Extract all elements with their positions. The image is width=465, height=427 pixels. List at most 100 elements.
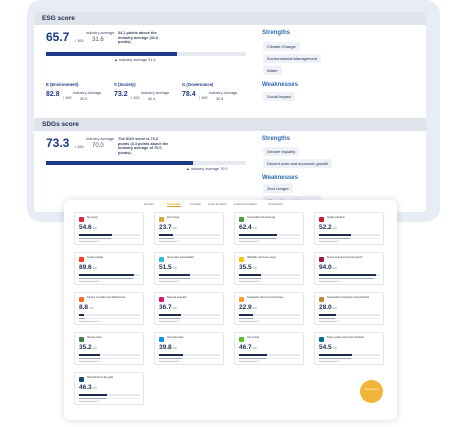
sdg-tile-avg: Industry average 50.1 <box>319 240 340 243</box>
dashboard-tabs: Summary Goal details Your Data Create Scena… <box>144 203 344 209</box>
sdg-tile[interactable]: Life below water 39.8 /100 Industry averag… <box>154 332 224 365</box>
sdg-tile[interactable]: Climate action 35.2 /100 Industry average … <box>74 332 144 365</box>
sdg-tile-name: Clean water and sanitation <box>167 257 195 259</box>
sdg-tile-name: Partnerships for the goals <box>87 377 114 379</box>
sdg-tile-avg-bar-fill <box>159 358 183 359</box>
sdg-tile-bar <box>159 354 220 356</box>
sdg-tile-score: 54.6 /100 <box>79 224 97 231</box>
sdg-tile[interactable]: Gender equality 89.6 /100 Industry average… <box>74 252 144 285</box>
sdg-tile-name: Quality education <box>327 217 345 219</box>
sdg-tile-bar <box>239 234 300 236</box>
sdg-tile-bar-fill <box>319 314 337 316</box>
sdg-tile-avg-bar <box>79 398 140 399</box>
sdg-tile-avg-bar-fill <box>319 318 336 319</box>
sdg-tile-avg-bar-fill <box>239 318 254 319</box>
sdg-tile-avg: Industry average 35.0 <box>159 320 180 323</box>
esg-sdgs-card: ESG score 65.7 / 100 Industry average 31… <box>34 12 426 212</box>
tab-find-solutions[interactable]: Find Solutions <box>268 203 284 206</box>
sdg-tile-bar <box>319 274 380 276</box>
esg-sub-label: E (Environment) <box>46 82 79 87</box>
sdg-tile-score-value: 28.0 <box>319 304 332 311</box>
sdg-tile-score-unit: /100 <box>88 308 94 310</box>
sdgs-avg-label: Industry average <box>86 137 115 141</box>
sdg-tile-bar <box>79 314 140 316</box>
sdg-tile[interactable]: Industry, innovation and infrastructure 8… <box>74 292 144 325</box>
sdg-tile-score-value: 8.8 <box>79 304 89 311</box>
esg-bar-avg-text: Industry average 31.6 <box>118 58 156 62</box>
sdg-tile[interactable]: Responsible consumption and production 28… <box>314 292 384 325</box>
sdg-tile[interactable]: Good health and well-being 62.4 /100 Indus… <box>234 212 304 245</box>
sdg-tile-score-unit: /100 <box>251 308 257 310</box>
sdg-tile-score-value: 46.7 <box>239 344 252 351</box>
esg-weaknesses-title: Weaknesses <box>262 82 298 88</box>
sdgs-section-header: SDGs score <box>34 118 426 131</box>
sdg-tile-bar-fill <box>79 234 113 236</box>
strength-chip: Environmental Management <box>263 54 322 63</box>
sdg-tile-bar <box>239 314 300 316</box>
sdg-tile[interactable]: No poverty 54.6 /100 Industry average 53.0 <box>74 212 144 245</box>
sdg-tile[interactable]: Decent work and economic growth 94.0 /100… <box>314 252 384 285</box>
report-fab-button[interactable]: Get a report <box>360 380 383 403</box>
sdg-tile-score-value: 36.7 <box>159 304 172 311</box>
sdg-tile-bar-fill <box>79 274 134 276</box>
sdg-tile-bar <box>319 314 380 316</box>
sdg-tile-name: Reduced inequality <box>167 297 187 299</box>
sdg-tile[interactable]: Partnerships for the goals 46.3 /100 Indus… <box>74 372 144 405</box>
esg-sub-label: S (Society) <box>114 82 136 87</box>
sdg-tile-avg: Industry average 45.0 <box>79 400 100 403</box>
sdg-tile[interactable]: Affordable and clean energy 35.5 /100 Indu… <box>234 252 304 285</box>
tab-your-data[interactable]: Your Data <box>190 203 201 206</box>
sdg-goal-icon <box>159 297 164 302</box>
esg-sub-unit: / 100 <box>131 96 140 100</box>
sdg-goal-icon <box>319 257 324 262</box>
sdg-tile-avg-bar-fill <box>79 358 100 359</box>
sdg-tile[interactable]: Reduced inequality 36.7 /100 Industry aver… <box>154 292 224 325</box>
sdg-tile-score: 62.4 /100 <box>239 224 257 231</box>
sdg-tile-bar <box>79 234 140 236</box>
sdg-tile[interactable]: Quality education 52.2 /100 Industry avera… <box>314 212 384 245</box>
sdg-tile[interactable]: Life on land 46.7 /100 Industry average 45… <box>234 332 304 365</box>
sdg-tile[interactable]: Peace, justice and strong institutions 54… <box>314 332 384 365</box>
weakness-chip: Social Impact <box>263 92 296 101</box>
sdg-tile-score-value: 62.4 <box>239 224 252 231</box>
sdg-tile-bar <box>159 274 220 276</box>
sdg-tile-bar-fill <box>159 314 182 316</box>
sdgs-score-bar-fill <box>46 161 193 165</box>
esg-sub-label: G (Governance) <box>182 82 214 87</box>
sdg-tile-score: 52.2 /100 <box>319 224 337 231</box>
sdg-tile-avg-bar-fill <box>239 278 261 279</box>
tab-ai-recommendations[interactable]: AI Recommendations <box>234 203 257 206</box>
sdg-tile[interactable]: Clean water and sanitation 51.5 /100 Indus… <box>154 252 224 285</box>
sdg-tile-name: Zero hunger <box>167 217 180 219</box>
tab-create-scenarios[interactable]: Create Scenarios <box>208 203 227 206</box>
esg-sub-avg-label: Industry average <box>73 91 102 95</box>
sdg-tile-score-value: 54.6 <box>79 224 92 231</box>
esg-score-unit: / 100 <box>75 39 84 43</box>
sdg-tile-avg-bar <box>319 358 380 359</box>
sdg-tile-score-value: 46.3 <box>79 384 92 391</box>
sdg-tile-score-value: 51.5 <box>159 264 172 271</box>
sdg-tile-score-value: 22.9 <box>239 304 252 311</box>
sdg-tile-avg-bar-fill <box>79 318 86 319</box>
sdg-tile[interactable]: Zero hunger 23.7 /100 Industry average 24.… <box>154 212 224 245</box>
sdg-tile-avg: Industry average 90.0 <box>319 280 340 283</box>
esg-sub-avg: 32.8 <box>216 97 224 101</box>
sdg-tile-score: 39.8 /100 <box>159 344 177 351</box>
sdg-tile-score-unit: /100 <box>171 228 177 230</box>
sdg-tile-name: Climate action <box>87 337 102 339</box>
sdg-tile-bar <box>159 234 220 236</box>
tab-summary[interactable]: Summary <box>144 203 155 206</box>
sdg-tile[interactable]: Sustainable cities and communities 22.9 /… <box>234 292 304 325</box>
sdg-goal-icon <box>79 297 84 302</box>
sdg-tile-bar-fill <box>159 234 174 236</box>
sdgs-note: The SDG score is 73.3 points (3.3 points… <box>118 137 169 155</box>
weakness-chip: Zero hunger <box>263 184 293 193</box>
tab-goal-details[interactable]: Goal details <box>167 203 181 207</box>
sdg-tile-score-unit: /100 <box>91 228 97 230</box>
sdg-tile-score: 8.8 /100 <box>79 304 93 311</box>
sdg-tile-name: Peace, justice and strong institutions <box>327 337 365 339</box>
sdg-tile-bar-fill <box>159 274 191 276</box>
esg-sub-avg-label: Industry average <box>141 91 170 95</box>
esg-sub-avg-label: Industry average <box>209 91 238 95</box>
sdgs-score-bar <box>46 161 246 165</box>
